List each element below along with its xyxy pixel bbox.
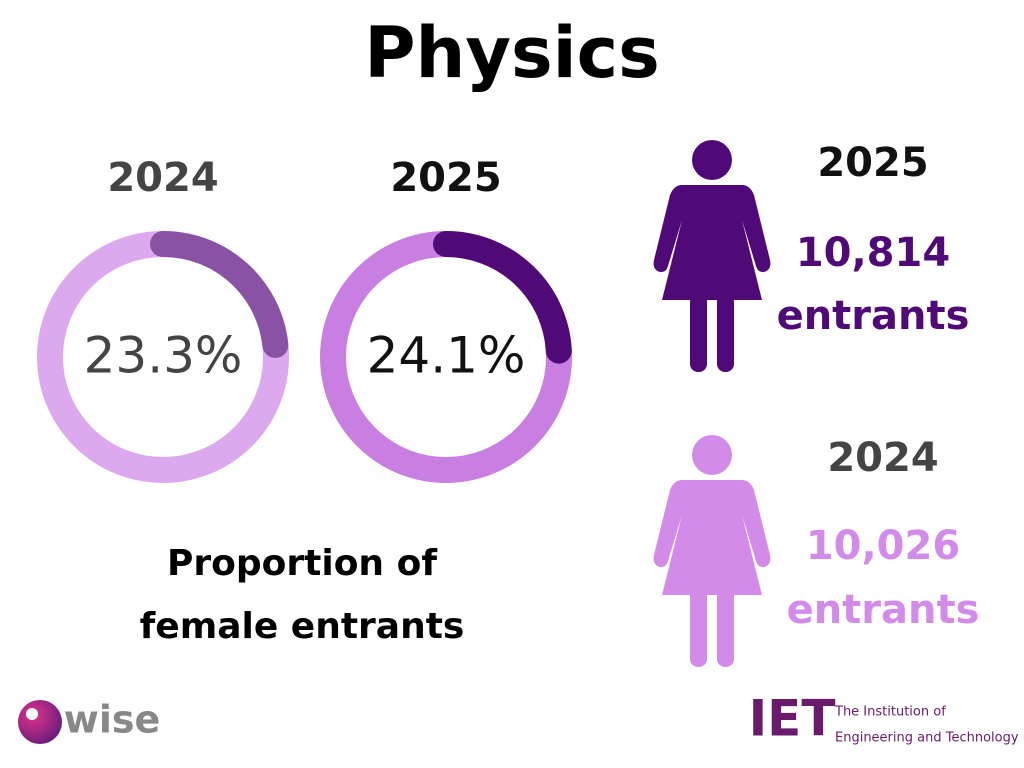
caption: Proportion of [167, 543, 437, 584]
woman-icon [653, 435, 771, 667]
entrants-unit: entrants [777, 293, 970, 339]
title: Physics [364, 12, 660, 94]
year-label: 2025 [390, 155, 501, 201]
wise-logo-mark [18, 700, 62, 744]
donut-arc [150, 231, 289, 358]
percent-label: 23.3% [84, 327, 243, 385]
entrants-year: 2024 [827, 435, 938, 481]
entrants-unit: entrants [787, 587, 980, 633]
wise-logo: wise [64, 698, 161, 742]
donut-arc [433, 231, 572, 364]
woman-icon [653, 140, 771, 372]
entrants-year: 2025 [817, 140, 928, 186]
iet-logo: IET [749, 690, 836, 748]
percent-label: 24.1% [367, 327, 526, 385]
iet-name: The Institution of [834, 705, 946, 720]
entrants-count: 10,026 [806, 523, 960, 569]
caption: female entrants [140, 606, 465, 647]
wise-logo-dot [26, 708, 38, 720]
year-label: 2024 [107, 155, 218, 201]
iet-name: Engineering and Technology [835, 731, 1019, 746]
entrants-count: 10,814 [796, 230, 950, 276]
